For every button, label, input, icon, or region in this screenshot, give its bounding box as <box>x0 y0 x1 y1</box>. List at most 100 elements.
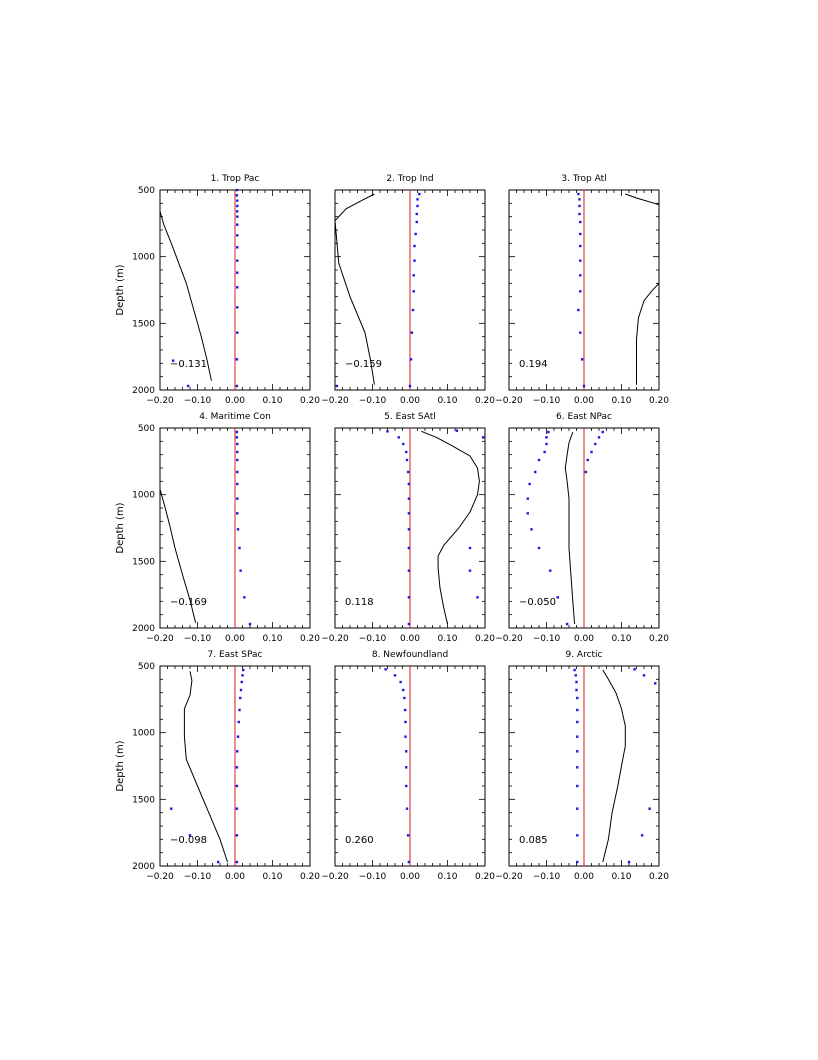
profile-line <box>602 669 626 863</box>
x-tick-label: 0.10 <box>611 634 631 644</box>
profile-line <box>159 489 197 623</box>
x-tick-label: 0.00 <box>574 872 594 882</box>
x-tick-label: 0.00 <box>574 634 594 644</box>
data-point <box>578 204 581 208</box>
data-point <box>584 470 588 474</box>
data-point <box>407 596 411 599</box>
data-point <box>410 331 414 334</box>
data-point <box>576 750 579 753</box>
data-point <box>412 290 415 293</box>
y-axis-label: Depth (m) <box>115 264 126 315</box>
data-point <box>526 512 529 515</box>
panel-title: 5. East SAtl <box>384 412 436 422</box>
panel-annotation: −0.159 <box>345 359 382 370</box>
data-point <box>576 696 579 700</box>
data-point <box>545 442 548 446</box>
x-tick-label: −0.10 <box>533 872 561 882</box>
y-tick-label: 2000 <box>132 386 155 396</box>
data-point <box>415 212 418 216</box>
data-point <box>248 622 252 626</box>
data-point <box>235 834 239 837</box>
data-point <box>235 384 239 388</box>
data-point <box>579 259 582 262</box>
data-point <box>236 735 240 738</box>
data-point <box>576 784 579 788</box>
profile-line <box>564 431 576 625</box>
data-point <box>468 546 472 550</box>
data-point <box>576 807 579 810</box>
panel-annotation: 0.085 <box>519 835 548 846</box>
data-point <box>579 244 582 248</box>
profile-line <box>421 430 480 625</box>
data-point <box>405 784 408 788</box>
data-point <box>455 429 459 432</box>
x-tick-label: −0.20 <box>495 634 523 644</box>
data-point <box>170 807 173 810</box>
y-axis-label: Depth (m) <box>115 502 126 553</box>
x-tick-label: 0.10 <box>611 872 631 882</box>
x-tick-label: 0.20 <box>649 396 669 406</box>
data-point <box>573 668 576 672</box>
data-point <box>407 482 411 486</box>
data-point <box>406 470 410 474</box>
y-tick-label: 1500 <box>132 557 155 567</box>
y-tick-label: 1000 <box>132 491 155 501</box>
x-tick-label: 0.10 <box>262 872 282 882</box>
x-tick-label: −0.10 <box>533 396 561 406</box>
data-point <box>236 223 239 226</box>
data-point <box>413 259 416 262</box>
profile-line <box>334 193 375 385</box>
data-point <box>236 331 239 334</box>
x-tick-label: 0.20 <box>649 634 669 644</box>
panel-title: 2. Trop Ind <box>386 174 433 184</box>
data-point <box>575 688 578 692</box>
data-point <box>408 384 412 388</box>
panel-8: 8. Newfoundland −0.20 −0.10 0.00 0.10 0.20 0.2… <box>321 650 495 882</box>
data-point <box>236 497 239 500</box>
data-point <box>580 358 584 361</box>
panel-title: 9. Arctic <box>565 650 602 660</box>
y-tick-label: 1000 <box>132 253 155 263</box>
x-tick-label: −0.20 <box>146 872 174 882</box>
y-tick-label: 2000 <box>132 862 155 872</box>
data-point <box>534 470 537 474</box>
data-point <box>407 528 411 531</box>
data-point <box>402 442 405 446</box>
data-point <box>405 458 409 462</box>
data-point <box>413 244 416 248</box>
panel-title: 8. Newfoundland <box>372 650 448 660</box>
data-point <box>236 210 239 213</box>
data-point <box>579 290 582 293</box>
y-axis-label: Depth (m) <box>115 740 126 791</box>
x-tick-label: 0.10 <box>437 872 457 882</box>
data-point <box>335 384 339 388</box>
data-point <box>171 359 175 362</box>
data-point <box>235 807 239 810</box>
data-point <box>642 674 646 677</box>
data-point <box>235 194 239 197</box>
data-point <box>412 274 415 277</box>
y-tick-label: 500 <box>138 662 155 672</box>
data-point <box>586 458 589 462</box>
x-tick-label: 0.20 <box>475 634 495 644</box>
x-tick-label: 0.00 <box>574 396 594 406</box>
data-point <box>239 688 243 692</box>
data-point <box>238 708 241 712</box>
data-point <box>648 807 651 810</box>
data-point <box>582 384 586 388</box>
panel-annotation: −0.098 <box>170 835 207 846</box>
data-point <box>236 199 239 202</box>
data-point <box>579 220 582 224</box>
data-point <box>407 497 411 500</box>
data-point <box>528 482 531 486</box>
data-point <box>575 680 578 684</box>
panel-6: 6. East NPac −0.20 −0.10 0.00 0.10 0.20 −0.050 <box>495 412 669 644</box>
data-point <box>411 308 415 312</box>
data-point <box>640 834 644 837</box>
y-tick-label: 500 <box>138 424 155 434</box>
x-tick-label: 0.00 <box>400 396 420 406</box>
data-point <box>186 384 190 388</box>
data-point <box>237 720 240 724</box>
